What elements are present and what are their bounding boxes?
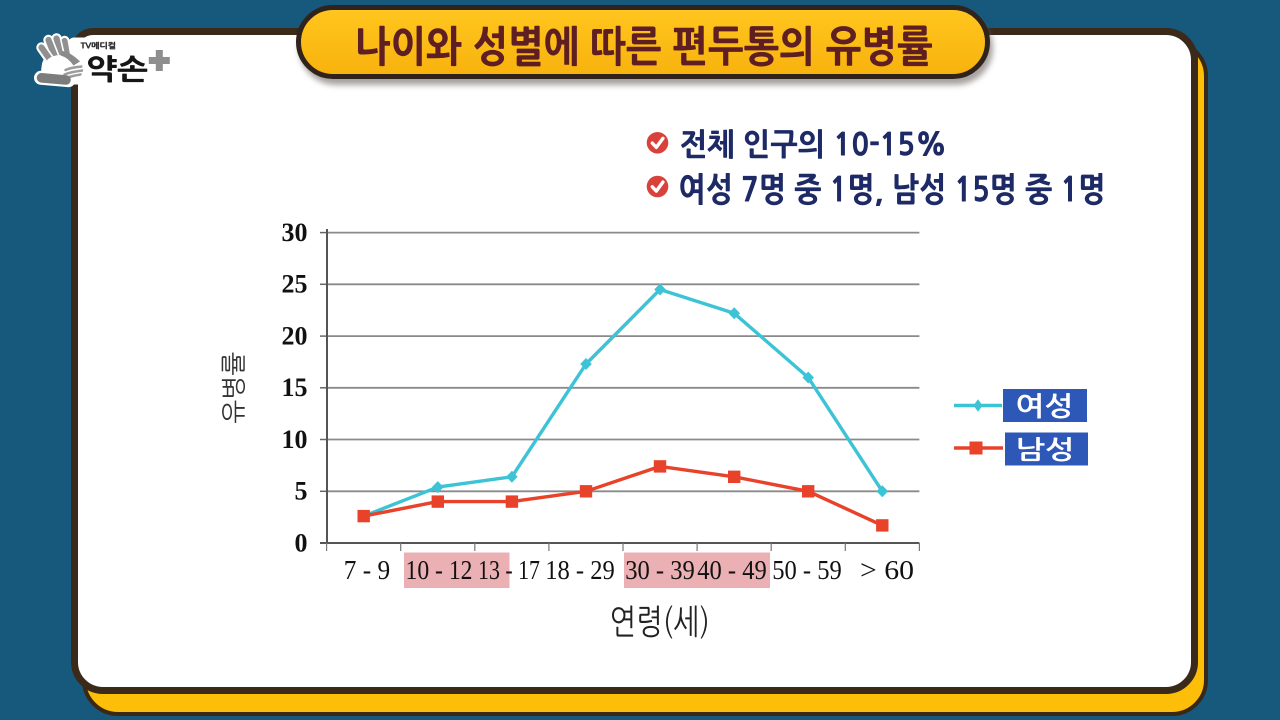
svg-text:7 - 9: 7 - 9 [344,555,390,585]
svg-text:50 - 59: 50 - 59 [772,555,842,585]
svg-text:30 - 39: 30 - 39 [625,555,695,585]
svg-text:15: 15 [282,373,308,402]
svg-text:13 - 17: 13 - 17 [478,555,540,585]
svg-text:10: 10 [282,425,308,454]
svg-text:40 - 49: 40 - 49 [697,555,767,585]
svg-text:10 - 12: 10 - 12 [406,555,473,585]
svg-text:> 60: > 60 [860,555,914,585]
svg-text:5: 5 [295,477,308,506]
svg-text:18 - 29: 18 - 29 [545,555,615,585]
svg-text:20: 20 [282,322,308,351]
svg-text:30: 30 [282,218,308,247]
svg-text:25: 25 [282,270,308,299]
svg-text:0: 0 [295,528,308,557]
